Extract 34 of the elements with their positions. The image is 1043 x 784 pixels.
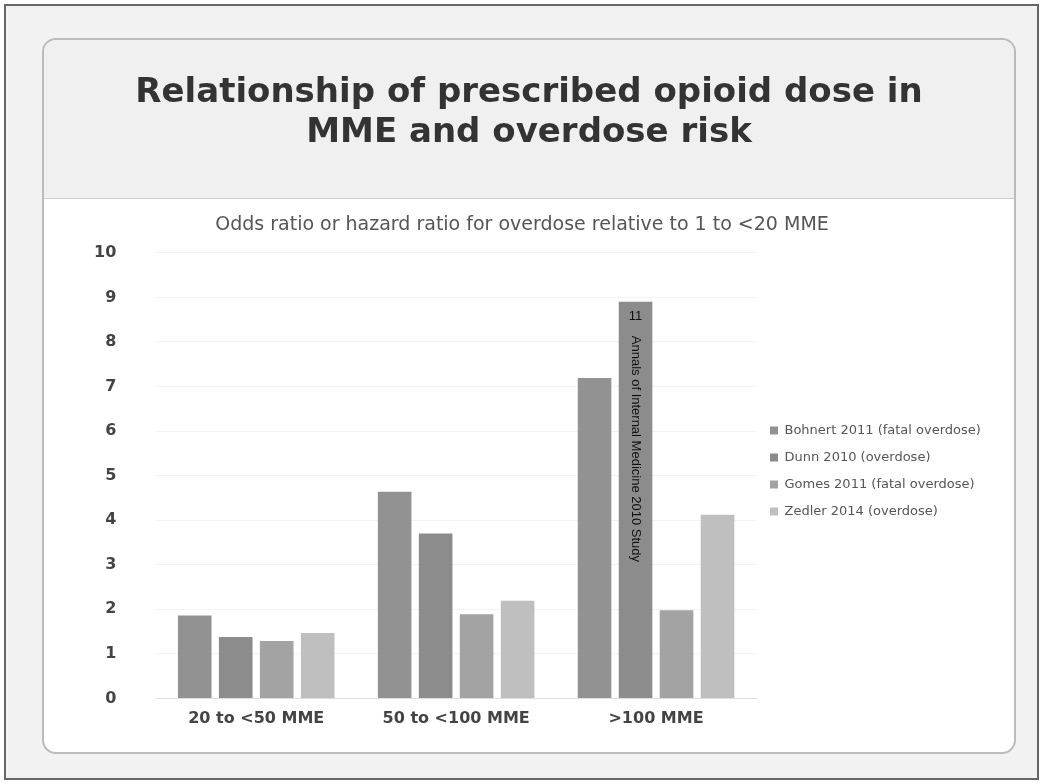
y-tick-label: 3: [105, 553, 117, 573]
y-tick-label: 10: [94, 241, 117, 261]
bar: [218, 636, 253, 698]
annotation: Annals of Internal Medicine 2010 Study: [628, 335, 644, 563]
x-tick-label: 50 to <100 MME: [382, 708, 530, 728]
x-tick-label: 20 to <50 MME: [188, 708, 325, 728]
bar: [418, 533, 453, 698]
bar: [300, 632, 335, 698]
legend-label: Gomes 2011 (fatal overdose): [784, 475, 975, 491]
y-tick-label: 4: [105, 509, 117, 529]
chart-title: Relationship of prescribed opioid dose in MME and overdose risk: [134, 70, 924, 150]
legend-label: Zedler 2014 (overdose): [784, 502, 938, 518]
y-tick-label: 5: [105, 464, 117, 484]
bar: [500, 600, 535, 698]
bar: [700, 514, 735, 698]
y-tick-label: 1: [105, 643, 117, 662]
x-tick-label: >100 MME: [608, 708, 704, 728]
bar: [577, 378, 612, 698]
y-tick-label: 6: [105, 420, 117, 440]
y-tick-label: 8: [105, 331, 117, 351]
y-tick-label: 0: [105, 687, 117, 707]
y-tick-label: 7: [105, 375, 117, 395]
annotation: 11: [628, 307, 643, 323]
chart-subtitle: Odds ratio or hazard ratio for overdose relative to 1 to <20 MME: [215, 212, 829, 235]
bar: [377, 491, 412, 698]
bar: [659, 610, 694, 698]
legend-label: Bohnert 2011 (fatal overdose): [784, 421, 981, 437]
legend-label: Dunn 2010 (overdose): [784, 448, 931, 464]
bar: [177, 615, 212, 698]
bar: [259, 640, 294, 698]
bar: [618, 301, 653, 698]
y-tick-label: 9: [105, 286, 117, 306]
bar: [459, 614, 494, 698]
y-tick-label: 2: [105, 598, 117, 618]
